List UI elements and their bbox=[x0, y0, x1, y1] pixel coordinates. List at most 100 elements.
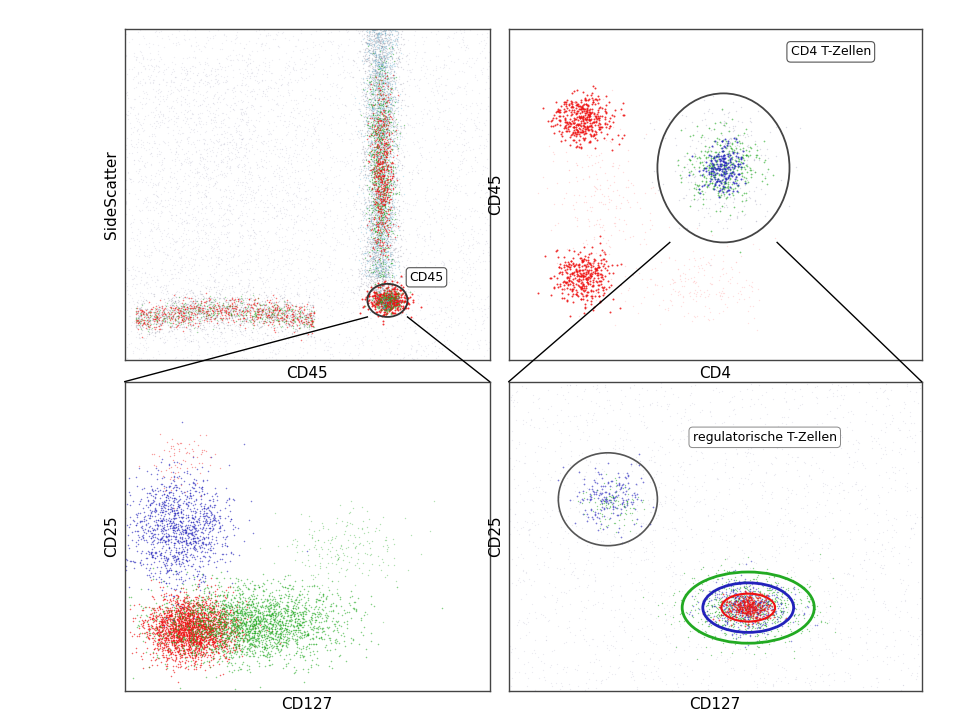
Point bbox=[124, 320, 139, 331]
Point bbox=[180, 598, 195, 609]
Point bbox=[271, 616, 286, 628]
Point bbox=[774, 611, 789, 623]
Point bbox=[773, 606, 788, 618]
Point bbox=[239, 648, 254, 660]
Point bbox=[203, 614, 218, 626]
Point bbox=[380, 261, 396, 272]
Point bbox=[482, 343, 497, 355]
Point bbox=[152, 301, 167, 312]
Point bbox=[414, 61, 429, 73]
Point bbox=[232, 622, 248, 634]
Point bbox=[191, 307, 206, 318]
Point bbox=[231, 294, 247, 305]
Point bbox=[172, 502, 187, 513]
Point bbox=[186, 631, 202, 642]
Point bbox=[160, 647, 176, 658]
Point bbox=[198, 539, 213, 550]
Point bbox=[220, 304, 235, 315]
Point bbox=[168, 653, 183, 665]
Point bbox=[385, 286, 400, 297]
Point bbox=[180, 555, 195, 567]
Point bbox=[358, 160, 373, 171]
Point bbox=[267, 621, 282, 633]
Point bbox=[289, 617, 304, 629]
Point bbox=[383, 258, 398, 269]
Point bbox=[229, 632, 245, 644]
Point bbox=[351, 300, 367, 312]
Point bbox=[189, 649, 204, 661]
Point bbox=[627, 544, 642, 556]
Point bbox=[384, 104, 399, 115]
Point bbox=[151, 621, 166, 633]
Point bbox=[146, 218, 161, 230]
Point bbox=[370, 116, 385, 127]
Point bbox=[202, 305, 217, 316]
Point bbox=[705, 611, 720, 622]
Point bbox=[390, 58, 405, 70]
Point bbox=[165, 482, 180, 493]
Point bbox=[289, 603, 304, 615]
Point bbox=[701, 162, 716, 174]
Point bbox=[230, 261, 246, 272]
Point bbox=[450, 178, 466, 189]
Point bbox=[374, 176, 390, 187]
Point bbox=[171, 266, 186, 278]
Point bbox=[270, 334, 285, 346]
Point bbox=[87, 630, 103, 642]
Point bbox=[303, 28, 319, 40]
Point bbox=[137, 523, 153, 534]
Point bbox=[381, 148, 396, 160]
Point bbox=[325, 606, 341, 617]
Point bbox=[676, 192, 691, 203]
Point bbox=[378, 260, 394, 271]
Point bbox=[366, 163, 381, 175]
Point bbox=[179, 621, 194, 632]
Point bbox=[200, 608, 215, 620]
Point bbox=[738, 615, 754, 626]
Point bbox=[274, 632, 289, 644]
Point bbox=[176, 318, 191, 330]
Point bbox=[207, 630, 223, 642]
Point bbox=[360, 141, 375, 153]
Point bbox=[423, 244, 439, 256]
Point bbox=[210, 613, 226, 624]
Point bbox=[818, 643, 833, 654]
Point bbox=[379, 191, 395, 202]
Point bbox=[722, 156, 737, 168]
Point bbox=[715, 169, 731, 181]
Point bbox=[244, 630, 259, 642]
Point bbox=[368, 81, 383, 93]
Point bbox=[203, 625, 218, 636]
Point bbox=[730, 611, 745, 622]
Point bbox=[375, 145, 391, 156]
Point bbox=[737, 617, 753, 629]
Point bbox=[381, 289, 396, 300]
Point bbox=[372, 152, 388, 163]
Point bbox=[345, 55, 360, 66]
Point bbox=[200, 173, 215, 184]
Point bbox=[550, 620, 565, 631]
Point bbox=[760, 609, 776, 621]
Point bbox=[262, 599, 277, 611]
Point bbox=[564, 135, 580, 146]
Point bbox=[316, 622, 331, 634]
Point bbox=[775, 588, 790, 600]
Point bbox=[852, 387, 867, 398]
Point bbox=[594, 501, 610, 513]
Point bbox=[373, 194, 389, 205]
Point bbox=[373, 174, 389, 186]
Point bbox=[685, 129, 701, 140]
Point bbox=[449, 139, 465, 150]
Point bbox=[667, 285, 683, 297]
Point bbox=[201, 618, 216, 629]
Point bbox=[695, 584, 710, 595]
Point bbox=[221, 631, 236, 643]
Point bbox=[189, 477, 204, 488]
Point bbox=[301, 159, 317, 171]
Point bbox=[727, 144, 742, 156]
Point bbox=[389, 276, 404, 287]
Point bbox=[215, 646, 230, 657]
Point bbox=[732, 612, 748, 624]
Point bbox=[286, 606, 301, 618]
Point bbox=[379, 222, 395, 234]
